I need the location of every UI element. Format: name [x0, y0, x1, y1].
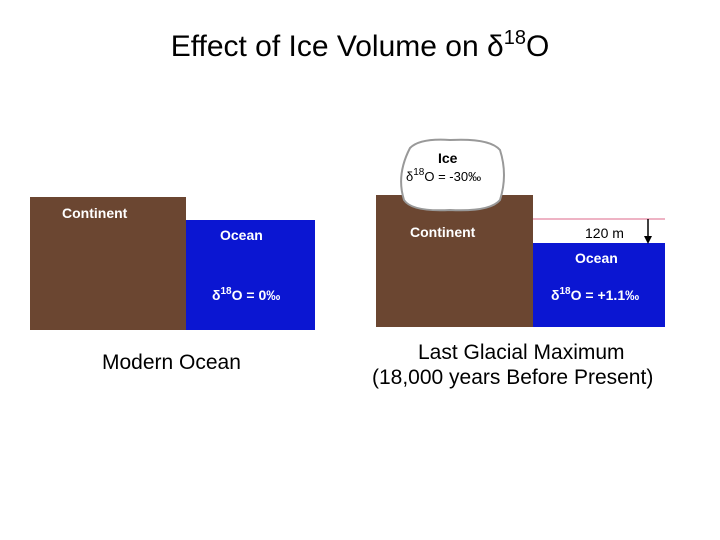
ice-sheet	[400, 138, 505, 212]
title-text: Effect of Ice Volume on	[171, 30, 487, 63]
continent-label: Continent	[62, 205, 128, 221]
ocean-isotope: δ18O = 0‰	[212, 286, 280, 303]
caption: (18,000 years Before Present)	[372, 366, 653, 389]
ocean-block	[186, 220, 315, 330]
ice-isotope: δ18O = -30‰	[406, 167, 481, 184]
caption: Modern Ocean	[102, 351, 241, 374]
continent-block	[376, 195, 533, 327]
isotope-symbol: δ	[406, 169, 413, 184]
isotope-symbol: δ	[212, 287, 221, 303]
ocean-isotope: δ18O = +1.1‰	[551, 286, 639, 303]
sea-level-drop-label: 120 m	[585, 225, 624, 241]
ocean-label: Ocean	[575, 250, 618, 266]
title-symbol: δ	[487, 30, 504, 63]
ice-label: Ice	[438, 150, 458, 166]
title-end: O	[526, 30, 549, 63]
isotope-value: O = 0‰	[232, 287, 281, 303]
ocean-block	[533, 243, 665, 327]
isotope-symbol: δ	[551, 287, 560, 303]
isotope-superscript: 18	[221, 286, 233, 297]
title-superscript: 18	[504, 27, 526, 49]
caption: Last Glacial Maximum	[418, 341, 625, 364]
arrow-head	[644, 236, 652, 244]
isotope-superscript: 18	[413, 167, 425, 178]
ocean-label: Ocean	[220, 227, 263, 243]
isotope-value: O = +1.1‰	[571, 287, 639, 303]
isotope-value: O = -30‰	[424, 169, 481, 184]
isotope-superscript: 18	[560, 286, 572, 297]
title: Effect of Ice Volume on δ18O	[171, 27, 550, 63]
continent-label: Continent	[410, 224, 476, 240]
continent-block	[30, 197, 186, 330]
